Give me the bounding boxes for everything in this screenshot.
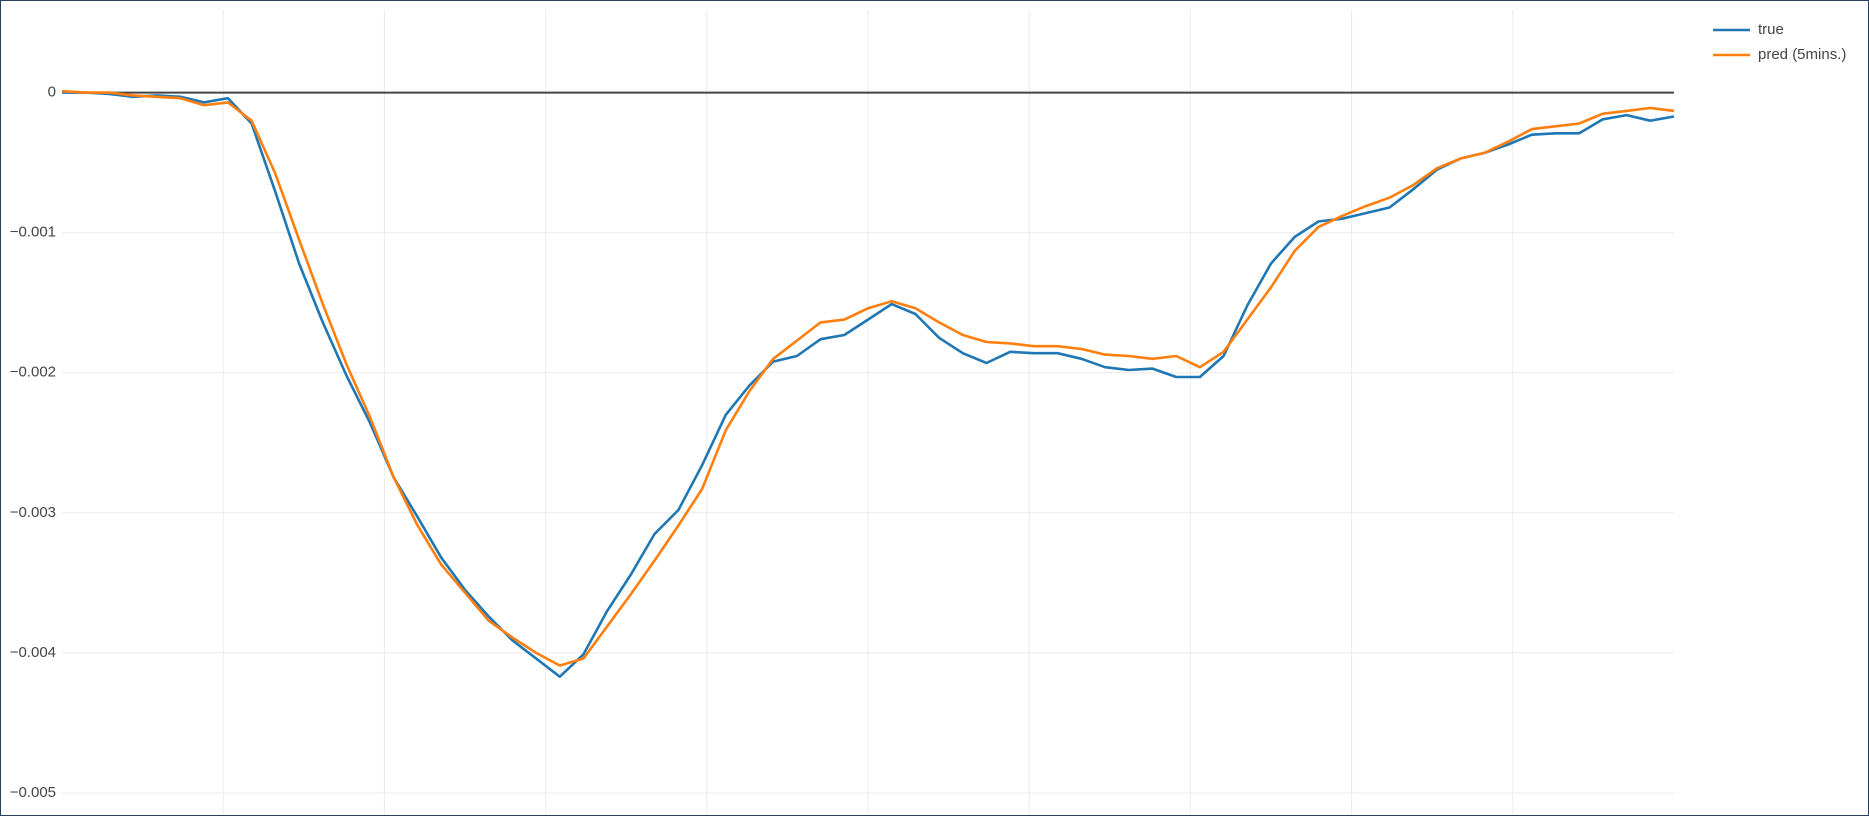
x-grid [222,10,1514,814]
y-tick-label: −0.001 [10,224,56,241]
series-line [62,91,1675,678]
legend-label: pred (5mins.) [1758,46,1846,63]
y-tick-label: 0 [48,84,56,101]
legend-label: true [1758,21,1784,38]
y-tick-label: −0.005 [10,784,56,801]
y-tick-label: −0.003 [10,504,56,521]
y-tick-label: −0.002 [10,364,56,381]
y-tick-label: −0.004 [10,644,56,661]
series-line [61,89,1675,667]
